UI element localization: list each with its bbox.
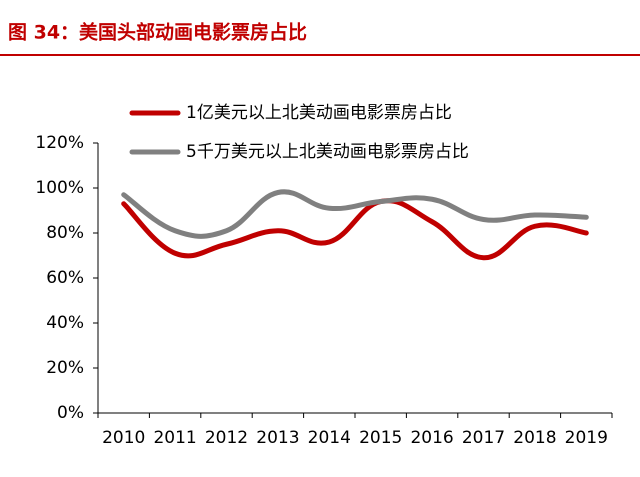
x-tick-label: 2013 <box>256 428 299 448</box>
x-tick-label: 2011 <box>153 428 196 448</box>
y-tick-label: 20% <box>46 358 84 378</box>
y-tick-label: 0% <box>57 403 84 423</box>
y-tick-label: 100% <box>35 178 84 198</box>
x-tick-label: 2014 <box>308 428 351 448</box>
x-tick-label: 2015 <box>359 428 402 448</box>
x-tick-label: 2019 <box>565 428 608 448</box>
chart-title: 图 34：美国头部动画电影票房占比 <box>8 21 307 44</box>
x-tick-label: 2010 <box>102 428 145 448</box>
x-tick-label: 2017 <box>462 428 505 448</box>
x-tick-label: 2016 <box>410 428 453 448</box>
legend-label: 1亿美元以上北美动画电影票房占比 <box>186 103 452 123</box>
x-tick-label: 2012 <box>205 428 248 448</box>
y-tick-label: 60% <box>46 268 84 288</box>
series-line <box>121 189 589 239</box>
y-tick-label: 120% <box>35 133 84 153</box>
y-tick-label: 40% <box>46 313 84 333</box>
x-tick-label: 2018 <box>513 428 556 448</box>
legend-label: 5千万美元以上北美动画电影票房占比 <box>186 142 469 162</box>
series-line <box>121 198 589 261</box>
y-tick-label: 80% <box>46 223 84 243</box>
